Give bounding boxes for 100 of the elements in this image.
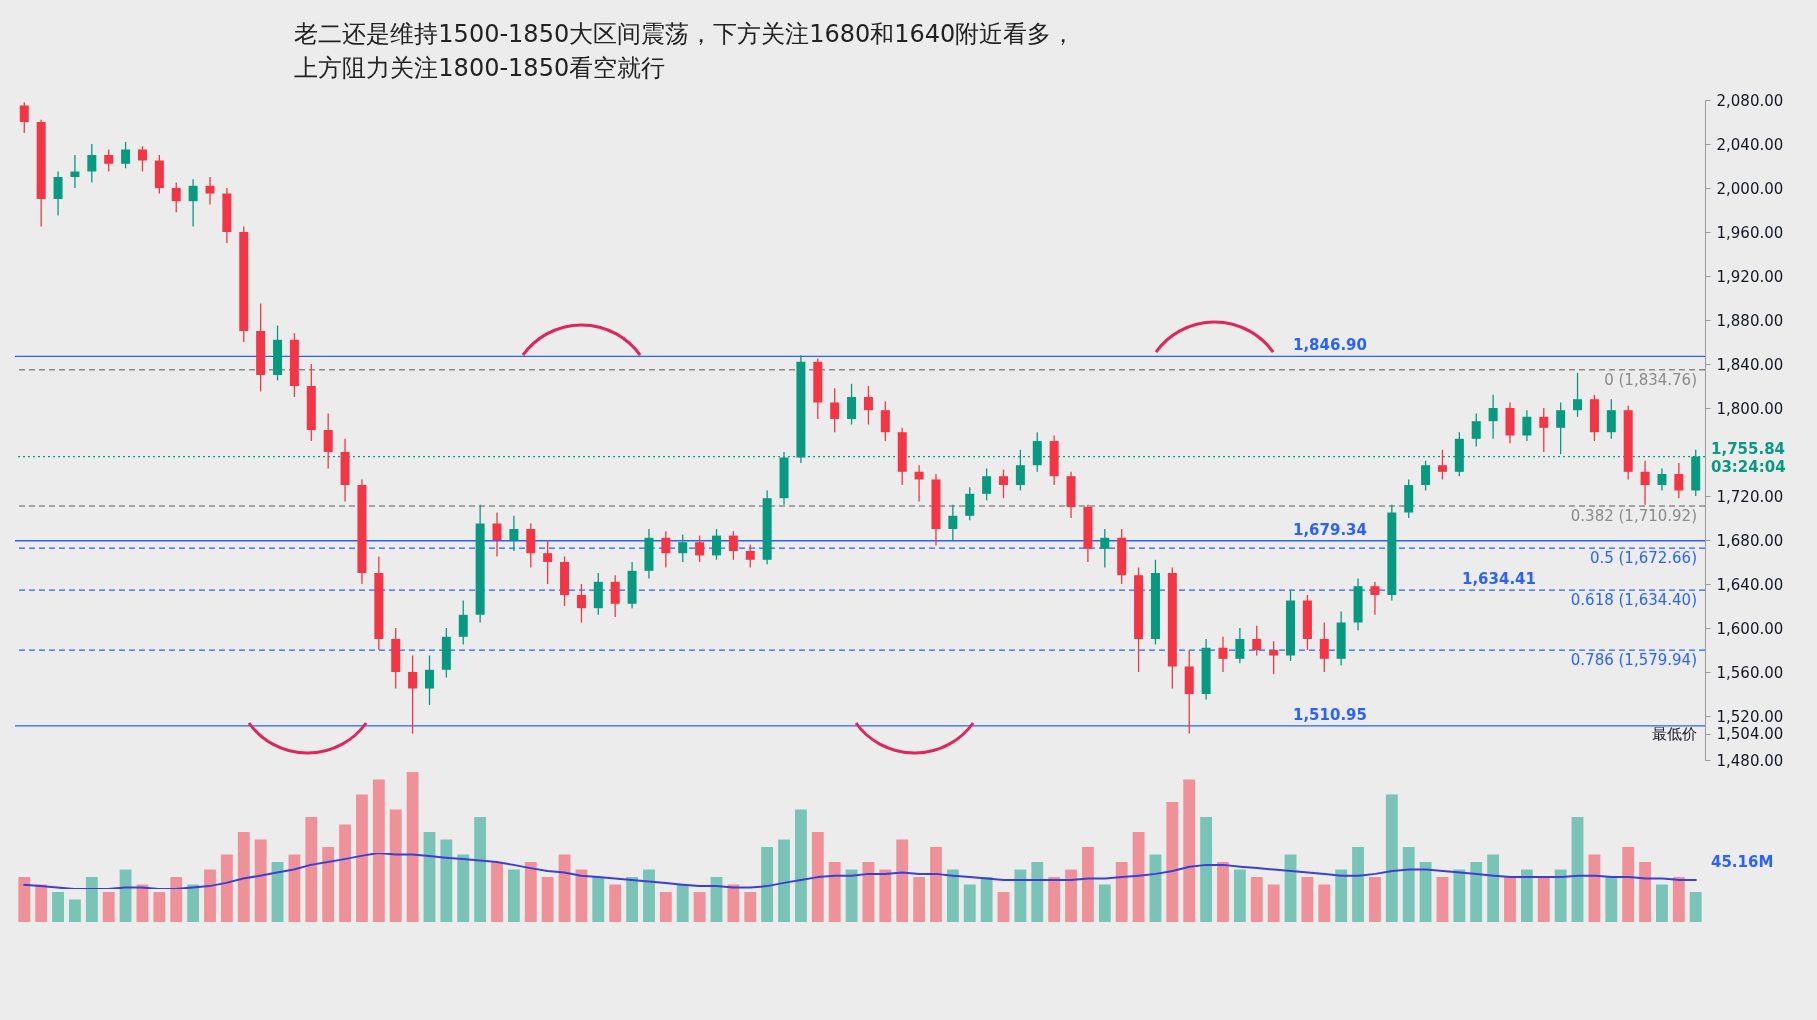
candlestick — [121, 141, 131, 169]
bar — [693, 892, 706, 922]
bar — [457, 854, 470, 922]
bar — [946, 869, 959, 922]
candlestick — [509, 515, 519, 552]
bar — [879, 869, 892, 922]
chart-subtitle: 上方阻力关注1800-1850看空就行 — [294, 54, 666, 82]
candlestick — [205, 176, 215, 206]
bar — [1419, 862, 1432, 922]
candlestick — [1235, 627, 1245, 664]
bar — [626, 877, 638, 922]
y-tick-label: 1,840.00 — [1716, 355, 1784, 374]
bar — [896, 839, 909, 922]
candlestick — [1573, 372, 1583, 418]
candlestick — [458, 599, 468, 646]
bar — [288, 854, 301, 922]
y-tick-label: 1,920.00 — [1716, 267, 1784, 286]
candlestick — [1100, 528, 1110, 569]
bar — [1436, 877, 1449, 922]
candlestick — [492, 511, 502, 558]
y-tick-label: 1,600.00 — [1716, 619, 1784, 638]
candlestick — [171, 181, 181, 213]
bar — [474, 817, 487, 922]
candlestick — [1556, 401, 1566, 455]
candlestick — [880, 400, 890, 442]
bar — [930, 847, 942, 922]
y-tick-label: 1,800.00 — [1716, 399, 1784, 418]
bar — [862, 862, 875, 922]
bar — [170, 877, 183, 922]
bar — [795, 809, 807, 922]
annotation: 最低价 — [1652, 724, 1697, 743]
bar — [1132, 832, 1145, 922]
candlestick — [137, 145, 147, 173]
bar — [1233, 869, 1246, 922]
bar — [1504, 877, 1516, 922]
bar — [254, 839, 267, 922]
y-tick-label: 1,480.00 — [1716, 751, 1784, 770]
y-tick-label: 1,680.00 — [1716, 531, 1784, 550]
candlestick — [53, 170, 63, 217]
y-tick-label: 2,000.00 — [1716, 179, 1784, 198]
ref-line-label: 1,510.95 — [1292, 705, 1367, 724]
y-tick-label: 2,080.00 — [1716, 91, 1784, 110]
bar — [305, 817, 318, 922]
candlestick — [19, 101, 29, 134]
bar — [69, 899, 81, 922]
bar — [204, 869, 216, 922]
candlestick — [1269, 640, 1279, 675]
bar — [356, 794, 368, 922]
candlestick — [1606, 398, 1616, 440]
ref-line-label: 0.382 (1,710.92) — [1570, 506, 1697, 525]
bar — [1065, 869, 1077, 922]
bar — [1453, 869, 1466, 922]
bar — [778, 839, 790, 922]
bar — [1605, 877, 1618, 922]
bar — [1622, 847, 1635, 922]
candlestick — [408, 654, 418, 735]
candlestick — [104, 148, 114, 173]
bar — [1537, 877, 1550, 922]
bar — [592, 877, 605, 922]
ref-line-label: 1,679.34 — [1292, 520, 1367, 539]
candlestick — [745, 543, 755, 569]
candlestick — [1319, 621, 1329, 673]
candlestick — [948, 504, 958, 541]
bar — [187, 884, 200, 922]
bar — [676, 884, 689, 922]
ref-line-label: 1,755.84 — [1711, 439, 1786, 458]
candlestick — [661, 530, 671, 569]
bar — [1166, 802, 1179, 922]
ref-line-label: 0.5 (1,672.66) — [1589, 549, 1697, 568]
bar — [643, 869, 655, 922]
candlestick — [1539, 407, 1549, 453]
bar — [1217, 862, 1229, 922]
ref-line-label: 0 (1,834.76) — [1604, 370, 1697, 389]
bar — [85, 877, 98, 922]
bar — [811, 832, 824, 922]
candlestick — [1252, 625, 1262, 657]
bar — [1200, 817, 1213, 922]
bar — [220, 854, 233, 922]
bar — [1470, 862, 1483, 922]
bar — [1098, 884, 1111, 922]
candlestick — [999, 468, 1009, 499]
bar — [1183, 779, 1196, 922]
ref-line-label: 1,846.90 — [1292, 336, 1367, 355]
candlestick — [188, 178, 198, 228]
annotation: 1,634.41 — [1461, 570, 1536, 589]
bar — [491, 862, 503, 922]
candlestick — [863, 385, 873, 426]
y-tick-label: 1,720.00 — [1716, 487, 1784, 506]
bar — [1048, 877, 1061, 922]
candlestick — [70, 154, 80, 189]
bar — [1639, 862, 1651, 922]
ref-line-label: 0.618 (1,634.40) — [1570, 591, 1697, 610]
bar — [828, 862, 841, 922]
bar — [1082, 847, 1094, 922]
y-tick-label: 1,880.00 — [1716, 311, 1784, 330]
candlestick — [424, 654, 434, 706]
candlestick — [847, 383, 857, 426]
bar — [1301, 877, 1314, 922]
bar — [1520, 869, 1533, 922]
bar — [963, 884, 976, 922]
